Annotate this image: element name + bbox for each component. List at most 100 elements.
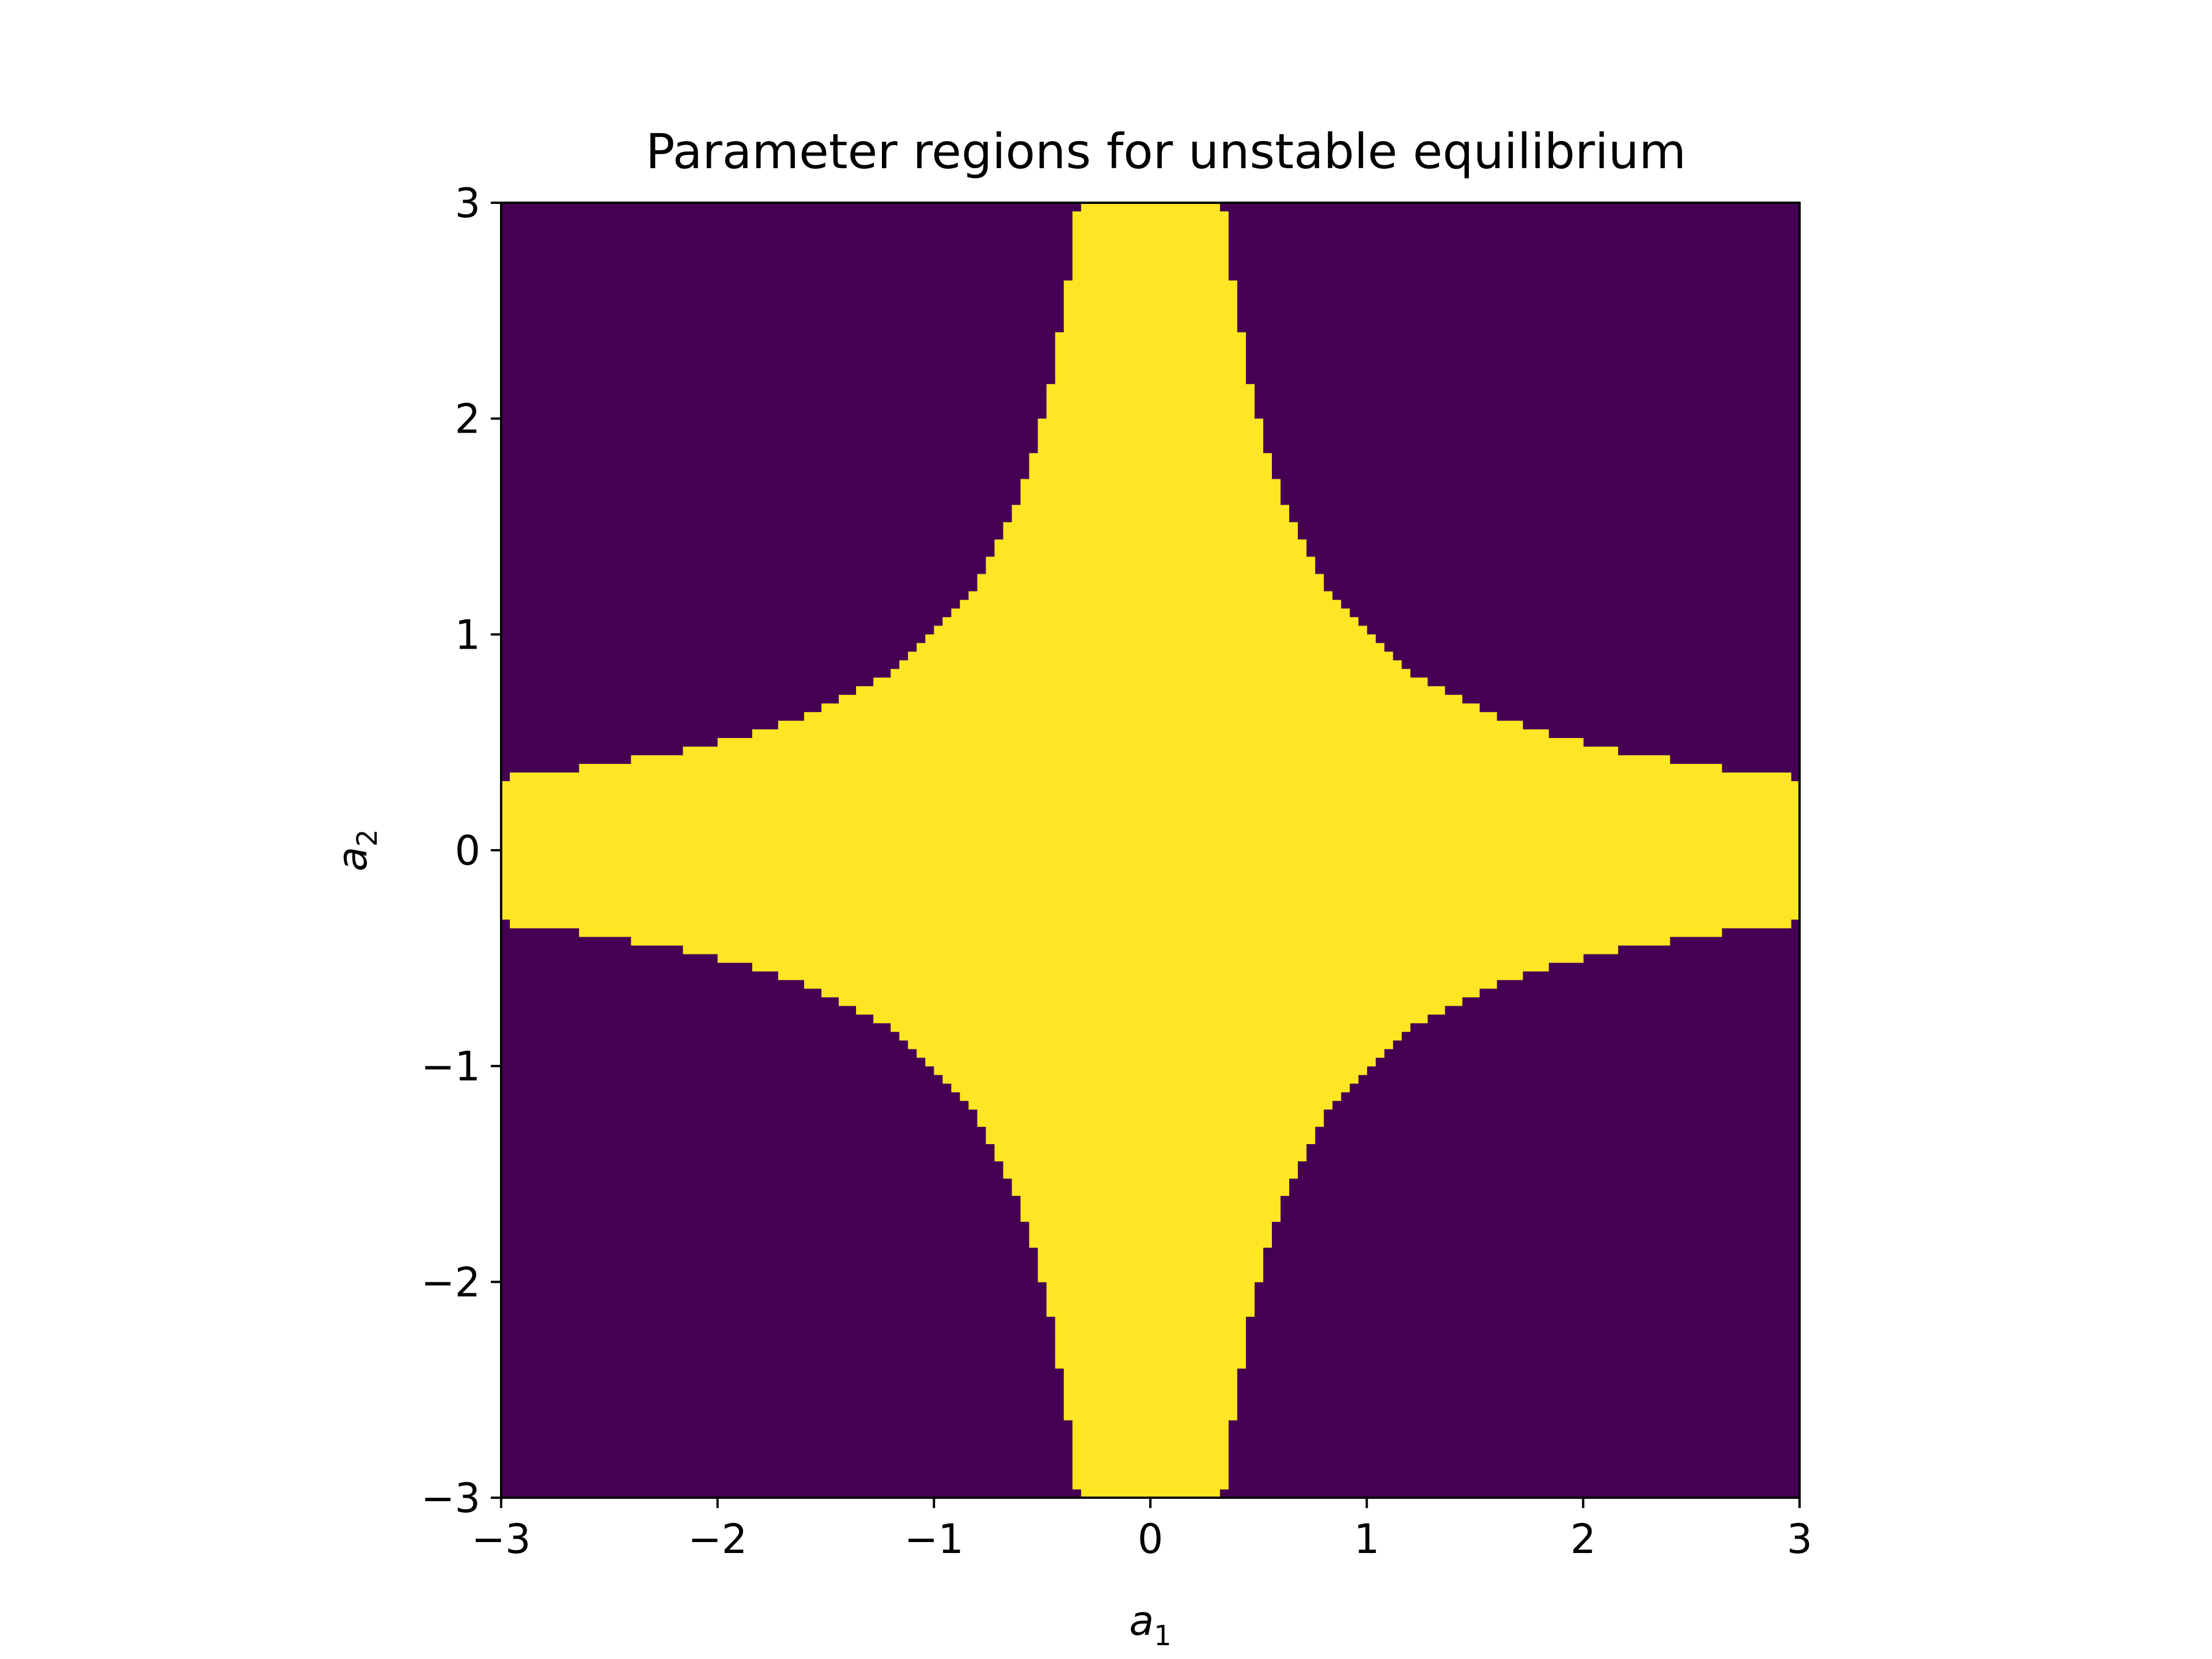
heatmap-cell-run bbox=[501, 867, 1800, 877]
heatmap-cell-run bbox=[960, 1092, 1342, 1101]
heatmap-cell-run bbox=[1055, 358, 1246, 368]
x-axis-ticks: −3 −2 −1 0 1 2 3 bbox=[471, 1498, 1812, 1563]
heatmap-cell-run bbox=[1072, 1446, 1229, 1455]
y-tick-label: −2 bbox=[421, 1259, 480, 1306]
heatmap-cell-run bbox=[501, 893, 1800, 903]
heatmap-cell-run bbox=[908, 1040, 1393, 1050]
heatmap-cell-run bbox=[1029, 1221, 1272, 1231]
heatmap-cell-run bbox=[986, 1126, 1316, 1136]
heatmap-cell-run bbox=[1072, 237, 1229, 247]
x-tick-label: 3 bbox=[1787, 1516, 1813, 1563]
heatmap-cell-run bbox=[501, 824, 1800, 834]
y-tick-label: −3 bbox=[421, 1475, 480, 1522]
heatmap-cell-run bbox=[1063, 280, 1237, 290]
heatmap-cell-run bbox=[1046, 1308, 1255, 1317]
heatmap-cell-run bbox=[1072, 1420, 1229, 1429]
heatmap-cell-run bbox=[994, 1152, 1307, 1162]
heatmap-cell-run bbox=[1072, 1480, 1229, 1490]
heatmap-cell-run bbox=[1003, 1161, 1298, 1171]
heatmap-cell-run bbox=[1037, 1256, 1263, 1265]
heatmap-cell-run bbox=[778, 971, 1523, 980]
heatmap-cell-run bbox=[1072, 1429, 1229, 1438]
heatmap-cell-run bbox=[986, 556, 1316, 566]
heatmap-cell-run bbox=[986, 1135, 1316, 1145]
heatmap-cell-run bbox=[1046, 1290, 1255, 1300]
y-tick-label: 1 bbox=[454, 611, 480, 658]
heatmap-cell-run bbox=[891, 1022, 1411, 1032]
heatmap-cell-run bbox=[1055, 1316, 1246, 1325]
heatmap-cell-run bbox=[1063, 1385, 1237, 1395]
heatmap-cell-run bbox=[1037, 1273, 1263, 1282]
heatmap-cell-run bbox=[1029, 1230, 1272, 1239]
heatmap-cell-run bbox=[1046, 410, 1255, 419]
heatmap-cell-run bbox=[1072, 254, 1229, 264]
heatmap-cell-run bbox=[1003, 522, 1298, 532]
heatmap-cell-run bbox=[1081, 203, 1220, 212]
heatmap-cell-run bbox=[579, 764, 1722, 773]
heatmap-cell-run bbox=[752, 729, 1549, 738]
heatmap-cell-run bbox=[1055, 1334, 1246, 1343]
heatmap-cell-run bbox=[821, 703, 1480, 713]
heatmap-cell-run bbox=[683, 747, 1619, 756]
heatmap-cell-run bbox=[501, 910, 1800, 920]
heatmap-cell-run bbox=[778, 721, 1523, 730]
heatmap-cell-run bbox=[994, 548, 1307, 558]
heatmap-cell-run bbox=[1063, 315, 1237, 324]
heatmap-cell-run bbox=[1055, 1351, 1246, 1360]
heatmap-cell-run bbox=[951, 1083, 1350, 1093]
heatmap-cell-run bbox=[1020, 1213, 1281, 1222]
y-tick-label: 3 bbox=[454, 180, 480, 227]
heatmap-cell-run bbox=[1063, 1411, 1237, 1421]
heatmap-cell-run bbox=[1072, 228, 1229, 238]
heatmap-cell-run bbox=[1020, 479, 1281, 488]
heatmap-cell-run bbox=[501, 842, 1800, 851]
heatmap-cell-run bbox=[1012, 513, 1290, 523]
heatmap-cell-run bbox=[1055, 332, 1246, 342]
heatmap-cell-run bbox=[1063, 323, 1237, 333]
heatmap-cell-run bbox=[1063, 306, 1237, 316]
heatmap-cell-run bbox=[994, 539, 1307, 549]
heatmap-cell-run bbox=[1055, 349, 1246, 359]
chart-title: Parameter regions for unstable equilibri… bbox=[646, 123, 1686, 180]
x-tick-label: 1 bbox=[1354, 1516, 1380, 1563]
y-axis-label: a2 bbox=[329, 829, 384, 871]
heatmap-cell-run bbox=[1037, 444, 1263, 454]
heatmap-cell-run bbox=[1020, 1195, 1281, 1205]
heatmap-cell-run bbox=[1046, 1282, 1255, 1291]
heatmap-cell-run bbox=[1037, 1247, 1263, 1256]
heatmap-cell-run bbox=[1003, 531, 1298, 540]
heatmap-cell-run bbox=[821, 988, 1480, 998]
heatmap-cell-run bbox=[1037, 435, 1263, 445]
heatmap-cell-run bbox=[1012, 505, 1290, 514]
heatmap-cell-run bbox=[1072, 1463, 1229, 1472]
x-tick-label: 0 bbox=[1138, 1516, 1164, 1563]
heatmap-cell-run bbox=[1072, 1437, 1229, 1446]
heatmap-cell-run bbox=[1055, 375, 1246, 385]
heatmap-cell-run bbox=[631, 936, 1671, 946]
heatmap-cell-run bbox=[501, 798, 1800, 808]
heatmap-cell-run bbox=[1081, 1489, 1220, 1498]
heatmap-cell-run bbox=[1037, 427, 1263, 437]
heatmap-cell-run bbox=[977, 1109, 1324, 1119]
heatmap-cell-run bbox=[1020, 1204, 1281, 1214]
heatmap-cell-run bbox=[856, 1005, 1445, 1015]
heatmap-cell-run bbox=[1037, 1264, 1263, 1274]
heatmap-cell-run bbox=[986, 565, 1316, 575]
heatmap-cell-run bbox=[960, 600, 1342, 609]
heatmap-cell-run bbox=[1072, 211, 1229, 221]
heatmap-cell-run bbox=[916, 643, 1385, 652]
heatmap-cell-run bbox=[510, 919, 1791, 929]
x-axis-label: a1 bbox=[1129, 1597, 1171, 1652]
heatmap-cell-run bbox=[1037, 418, 1263, 428]
x-tick-label: 2 bbox=[1570, 1516, 1596, 1563]
heatmap-cell-run bbox=[752, 962, 1549, 972]
heatmap-cell-run bbox=[1046, 401, 1255, 411]
heatmap-cell-run bbox=[934, 1066, 1368, 1075]
heatmap-cell-run bbox=[631, 755, 1671, 764]
heatmap-cell-run bbox=[1029, 470, 1272, 480]
heatmap-cell-run bbox=[1063, 1377, 1237, 1386]
heatmap-cell-run bbox=[501, 876, 1800, 885]
heatmap-cell-run bbox=[1055, 1359, 1246, 1369]
heatmap-cell-run bbox=[1063, 1368, 1237, 1377]
heatmap-cell-run bbox=[1012, 1187, 1290, 1196]
